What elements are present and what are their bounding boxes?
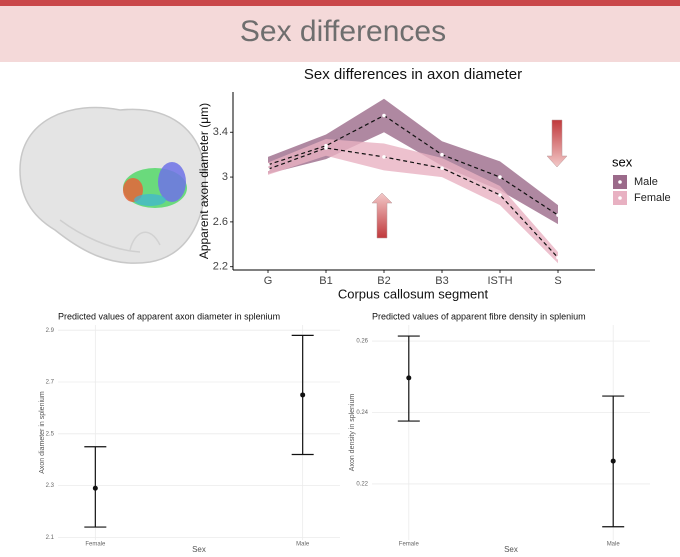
top-bar [0, 0, 680, 6]
data-point [440, 166, 444, 170]
y-tick-label: 2.9 [46, 328, 55, 334]
y-tick-label: 2.5 [46, 431, 55, 437]
x-tick-label: S [554, 275, 561, 287]
x-axis-label: Sex [504, 545, 518, 554]
series-line [267, 147, 559, 259]
data-point [610, 458, 616, 464]
y-tick-label: 0.26 [356, 339, 368, 345]
data-point [406, 375, 412, 381]
y-axis-label: Axon diameter in splenium [39, 391, 46, 474]
x-tick-label: Male [296, 542, 310, 548]
series-line [267, 114, 559, 216]
chart-title: Predicted values of apparent axon diamet… [58, 311, 280, 321]
y-tick-label: 2.1 [46, 535, 55, 541]
arrow-up [371, 192, 393, 239]
y-tick-label: 2.7 [46, 380, 55, 386]
x-tick-label: B2 [377, 275, 390, 287]
data-point [266, 162, 270, 167]
brain-illustration [19, 106, 207, 264]
y-tick-label: 2.2 [213, 261, 228, 273]
data-point [382, 113, 386, 118]
y-tick-label: 3 [222, 171, 228, 183]
header-band [0, 6, 680, 62]
y-axis-label: Axon density in splenium [349, 394, 356, 472]
y-tick-label: 0.24 [356, 410, 368, 416]
data-point [92, 485, 98, 491]
legend-title: sex [612, 154, 633, 169]
y-tick-label: 3.4 [213, 126, 228, 138]
data-point [498, 193, 502, 197]
legend-dot [618, 196, 622, 200]
legend-dot [618, 180, 622, 184]
data-point [556, 255, 560, 260]
data-point [324, 146, 328, 150]
y-tick-label: 2.3 [46, 483, 55, 489]
confidence-ribbon [268, 98, 558, 225]
data-point [556, 213, 560, 217]
x-axis-label: Sex [192, 545, 206, 554]
x-tick-label: Female [399, 542, 420, 548]
chart-title: Predicted values of apparent fibre densi… [372, 311, 586, 321]
x-tick-label: B3 [435, 275, 448, 287]
y-axis-label: Apparent axon diameter (μm) [197, 103, 211, 259]
legend-label: Female [634, 192, 671, 204]
data-point [382, 155, 386, 159]
arrow-down [546, 119, 568, 168]
x-tick-label: ISTH [487, 275, 512, 287]
data-point [266, 167, 270, 172]
x-tick-label: Female [85, 542, 106, 548]
data-point [300, 392, 306, 398]
y-tick-label: 0.22 [356, 482, 368, 488]
x-tick-label: G [264, 275, 273, 287]
legend-label: Male [634, 176, 658, 188]
confidence-ribbon [268, 139, 558, 264]
x-tick-label: B1 [319, 275, 332, 287]
data-point [498, 175, 502, 179]
x-tick-label: Male [607, 542, 621, 548]
chart-title: Sex differences in axon diameter [304, 66, 522, 83]
data-point [440, 152, 444, 157]
y-tick-label: 2.6 [213, 216, 228, 228]
x-axis-label: Corpus callosum segment [338, 286, 489, 301]
slide-title: Sex differences [240, 15, 446, 48]
